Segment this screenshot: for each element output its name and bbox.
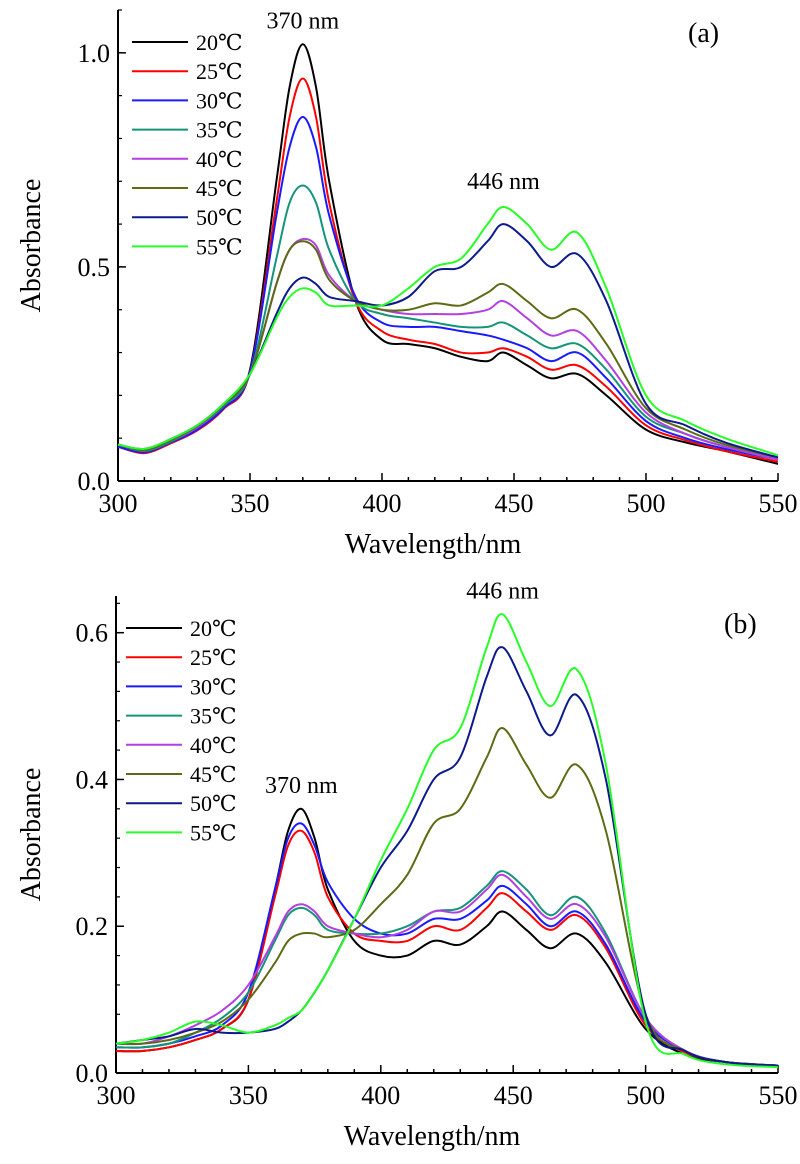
x-axis-title: Wavelength/nm bbox=[344, 1121, 521, 1152]
legend-label: 20℃ bbox=[190, 616, 237, 641]
x-tick-label: 350 bbox=[231, 489, 270, 518]
legend: 20℃ 25℃ 30℃ 35℃ 40℃ 45℃ 50℃ 55℃ bbox=[132, 30, 243, 259]
series-line-55℃ bbox=[117, 205, 779, 457]
x-tick-label: 300 bbox=[99, 489, 138, 518]
x-axis-title: Wavelength/nm bbox=[345, 529, 522, 560]
x-tick-label: 400 bbox=[363, 489, 402, 518]
series-line-30℃ bbox=[115, 822, 779, 1067]
series-line-50℃ bbox=[115, 646, 779, 1067]
x-tick-label: 450 bbox=[495, 489, 534, 518]
legend-label: 35℃ bbox=[196, 118, 243, 143]
y-tick-label: 0.5 bbox=[78, 253, 111, 282]
x-tick-label: 350 bbox=[229, 1081, 268, 1110]
peak-annotation: 446 nm bbox=[466, 578, 539, 604]
legend-label: 55℃ bbox=[196, 234, 243, 259]
y-tick-label: 0.4 bbox=[76, 765, 109, 794]
x-tick-label: 500 bbox=[626, 1081, 665, 1110]
x-tick-label: 550 bbox=[759, 1081, 798, 1110]
legend: 20℃ 25℃ 30℃ 35℃ 40℃ 45℃ 50℃ 55℃ bbox=[126, 616, 237, 845]
legend-label: 45℃ bbox=[196, 176, 243, 201]
chart-panel-a: 300 350 400 450 500 550 0.0 0.5 1.0 Wavelength/nm… bbox=[16, 8, 798, 560]
x-tick-label: 400 bbox=[361, 1081, 400, 1110]
peak-annotation: 370 nm bbox=[265, 773, 338, 799]
panel-label: (a) bbox=[688, 18, 719, 49]
legend-label: 25℃ bbox=[196, 59, 243, 84]
x-tick-label: 550 bbox=[759, 489, 798, 518]
legend-label: 30℃ bbox=[196, 88, 243, 113]
series-line-20℃ bbox=[115, 807, 779, 1067]
y-tick-label: 0.0 bbox=[76, 1059, 109, 1088]
x-tick-label: 500 bbox=[627, 489, 666, 518]
legend-label: 30℃ bbox=[190, 674, 237, 699]
series-line-55℃ bbox=[115, 613, 779, 1069]
peak-annotation: 370 nm bbox=[266, 8, 339, 34]
series-line-35℃ bbox=[117, 184, 779, 461]
chart-panel-b: 300 350 400 450 500 550 0.0 0.2 0.4 0.6 Wavelength… bbox=[16, 578, 798, 1152]
legend-label: 20℃ bbox=[196, 30, 243, 55]
series-line-40℃ bbox=[115, 873, 779, 1067]
y-axis-title: Absorbance bbox=[16, 179, 47, 313]
legend-label: 35℃ bbox=[190, 704, 237, 729]
y-tick-label: 0.2 bbox=[76, 912, 109, 941]
legend-label: 55℃ bbox=[190, 820, 237, 845]
series-line-45℃ bbox=[115, 727, 779, 1067]
legend-label: 45℃ bbox=[190, 762, 237, 787]
panel-label: (b) bbox=[724, 609, 757, 640]
legend-label: 50℃ bbox=[190, 791, 237, 816]
peak-annotation: 446 nm bbox=[467, 169, 540, 195]
series-line-35℃ bbox=[115, 870, 779, 1067]
y-axis-title: Absorbance bbox=[16, 768, 47, 902]
x-tick-label: 450 bbox=[494, 1081, 533, 1110]
series-line-30℃ bbox=[117, 116, 779, 461]
legend-label: 25℃ bbox=[190, 645, 237, 670]
x-tick-label: 300 bbox=[97, 1081, 136, 1110]
y-tick-label: 0.0 bbox=[78, 467, 111, 496]
y-tick-label: 0.6 bbox=[76, 619, 109, 648]
legend-label: 50℃ bbox=[196, 205, 243, 230]
legend-label: 40℃ bbox=[196, 147, 243, 172]
legend-label: 40℃ bbox=[190, 733, 237, 758]
y-tick-label: 1.0 bbox=[78, 39, 111, 68]
